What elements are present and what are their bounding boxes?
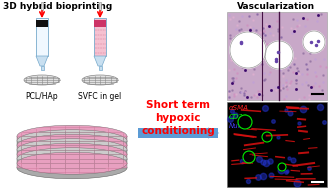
Bar	[17, 136, 127, 141]
Text: Short term: Short term	[146, 100, 210, 110]
Circle shape	[238, 115, 252, 129]
Bar	[17, 145, 127, 150]
Circle shape	[243, 151, 255, 163]
Bar	[36, 18, 48, 56]
Bar	[17, 154, 127, 159]
Ellipse shape	[24, 75, 60, 85]
Circle shape	[278, 163, 286, 171]
Circle shape	[303, 31, 325, 53]
Ellipse shape	[17, 152, 127, 174]
Ellipse shape	[17, 157, 127, 179]
Text: PCL/HAp: PCL/HAp	[26, 92, 58, 101]
Circle shape	[230, 32, 266, 68]
Polygon shape	[94, 56, 106, 66]
Text: Vascularization: Vascularization	[237, 2, 315, 11]
Circle shape	[265, 41, 293, 69]
Text: Nuclei: Nuclei	[229, 123, 251, 129]
Ellipse shape	[17, 134, 127, 156]
Bar	[17, 163, 127, 168]
Bar	[17, 141, 127, 145]
Ellipse shape	[17, 125, 127, 147]
Text: CD31: CD31	[229, 114, 248, 120]
Bar	[36, 20, 48, 27]
Bar	[17, 159, 127, 163]
Text: conditioning: conditioning	[141, 126, 215, 136]
Polygon shape	[36, 56, 48, 66]
Text: αSMA: αSMA	[229, 105, 249, 111]
Bar	[227, 102, 327, 187]
Text: hypoxic: hypoxic	[155, 113, 201, 123]
Bar	[94, 20, 106, 27]
Circle shape	[262, 132, 272, 142]
Bar	[227, 12, 327, 100]
Bar	[98, 66, 102, 70]
Bar	[99, 2, 101, 10]
Ellipse shape	[82, 75, 118, 85]
Bar	[41, 66, 44, 70]
Ellipse shape	[17, 139, 127, 161]
Ellipse shape	[17, 130, 127, 152]
Text: SVFC in gel: SVFC in gel	[79, 92, 122, 101]
Text: 3D hybrid bioprinting: 3D hybrid bioprinting	[3, 2, 112, 11]
Ellipse shape	[17, 148, 127, 170]
Bar	[94, 18, 106, 56]
Bar	[41, 2, 43, 10]
Bar	[138, 128, 218, 138]
Bar	[17, 150, 127, 154]
FancyArrowPatch shape	[141, 128, 219, 138]
Ellipse shape	[17, 143, 127, 165]
